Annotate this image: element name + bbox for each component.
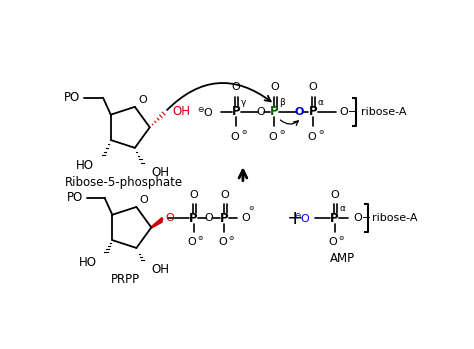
Text: P: P	[189, 212, 198, 225]
Text: β: β	[279, 98, 285, 106]
Text: α: α	[318, 98, 324, 106]
Text: O: O	[230, 132, 239, 142]
Text: $\mathdefault{^{\ominus}}$: $\mathdefault{^{\ominus}}$	[247, 205, 255, 214]
Text: ribose-A: ribose-A	[372, 213, 418, 223]
Text: $\mathdefault{^{\ominus}}$O: $\mathdefault{^{\ominus}}$O	[197, 105, 214, 119]
Text: PRPP: PRPP	[111, 273, 140, 286]
Text: O−: O−	[353, 213, 371, 223]
Text: O: O	[241, 213, 250, 223]
Text: OH: OH	[152, 263, 170, 276]
Text: O: O	[309, 82, 318, 92]
Polygon shape	[151, 217, 162, 228]
Text: P: P	[220, 212, 229, 225]
Text: O: O	[138, 95, 146, 105]
Text: AMP: AMP	[330, 252, 355, 265]
Text: O: O	[165, 213, 174, 223]
Text: O: O	[256, 107, 265, 117]
Text: O: O	[328, 237, 337, 247]
Text: P: P	[232, 105, 240, 118]
Text: O−: O−	[339, 107, 357, 117]
Text: $\mathdefault{^{\ominus}}$: $\mathdefault{^{\ominus}}$	[279, 130, 286, 139]
Text: O: O	[189, 190, 198, 200]
Text: +: +	[287, 209, 303, 228]
Text: P: P	[309, 105, 317, 118]
Text: O: O	[294, 107, 304, 117]
Text: $\mathdefault{^{\ominus}}$: $\mathdefault{^{\ominus}}$	[318, 130, 325, 139]
Text: P: P	[270, 105, 279, 118]
Text: $\mathdefault{^{\ominus}}$O: $\mathdefault{^{\ominus}}$O	[294, 211, 311, 225]
Text: γ: γ	[241, 98, 246, 106]
Text: OH: OH	[173, 105, 191, 118]
Text: O: O	[219, 237, 227, 247]
Text: Ribose-5-phosphate: Ribose-5-phosphate	[65, 176, 183, 189]
Text: $\mathdefault{^{\ominus}}$: $\mathdefault{^{\ominus}}$	[241, 130, 247, 139]
Text: O: O	[307, 132, 316, 142]
Text: HO: HO	[79, 255, 97, 268]
Text: O: O	[139, 195, 148, 206]
Text: ribose-A: ribose-A	[361, 107, 406, 117]
Text: HO: HO	[76, 158, 94, 171]
Text: O: O	[188, 237, 197, 247]
Text: $\mathdefault{^{\ominus}}$: $\mathdefault{^{\ominus}}$	[338, 235, 346, 244]
Text: O: O	[232, 82, 240, 92]
Text: OH: OH	[152, 166, 170, 179]
Text: O: O	[270, 82, 279, 92]
Text: O: O	[220, 190, 229, 200]
Text: PO: PO	[67, 191, 83, 204]
Text: PO: PO	[64, 91, 80, 104]
Text: O: O	[330, 190, 339, 200]
Text: O: O	[269, 132, 277, 142]
Text: $\mathdefault{^{\ominus}}$: $\mathdefault{^{\ominus}}$	[228, 235, 235, 244]
Text: α: α	[339, 204, 345, 213]
Text: $\mathdefault{^{\ominus}}$: $\mathdefault{^{\ominus}}$	[198, 235, 204, 244]
Text: O: O	[205, 213, 213, 223]
Text: P: P	[330, 212, 339, 225]
